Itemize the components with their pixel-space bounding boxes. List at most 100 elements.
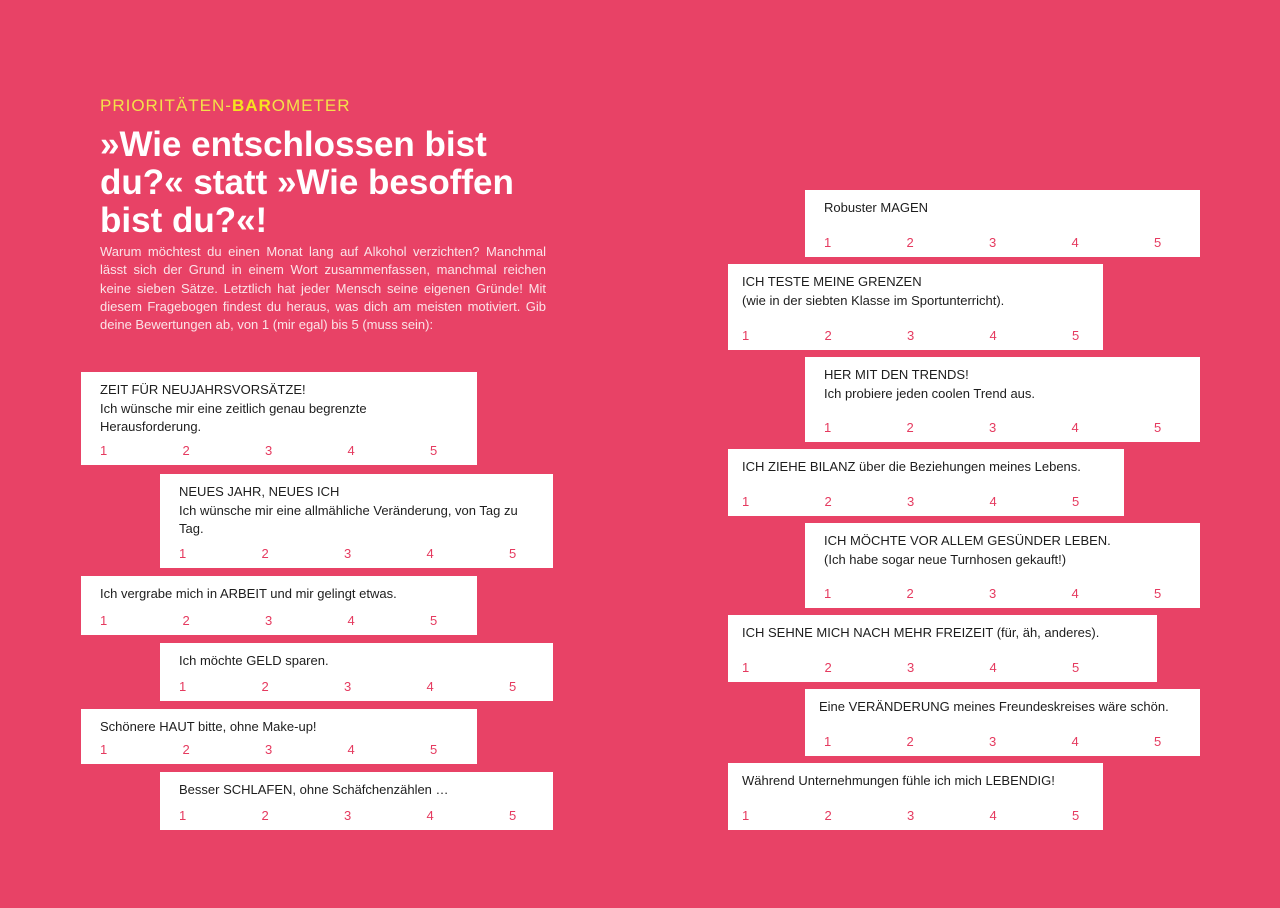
- rating-option[interactable]: 3: [989, 420, 997, 435]
- rating-card-neues-jahr: NEUES JAHR, NEUES ICH Ich wünsche mir ei…: [160, 474, 553, 568]
- rating-scale: 1 2 3 4 5: [179, 808, 592, 824]
- rating-option[interactable]: 2: [824, 660, 832, 675]
- rating-option[interactable]: 4: [989, 328, 997, 343]
- rating-option[interactable]: 1: [100, 443, 108, 458]
- rating-option[interactable]: 1: [742, 660, 750, 675]
- rating-option[interactable]: 2: [906, 586, 914, 601]
- rating-option[interactable]: 3: [989, 734, 997, 749]
- rating-option[interactable]: 1: [824, 235, 832, 250]
- rating-option[interactable]: 4: [426, 546, 434, 561]
- rating-card-grenzen: ICH TESTE MEINE GRENZEN (wie in der sieb…: [728, 264, 1103, 350]
- rating-scale: 1 2 3 4 5: [179, 546, 592, 562]
- rating-scale: 1 2 3 4 5: [824, 235, 1237, 251]
- rating-option[interactable]: 5: [509, 679, 517, 694]
- rating-scale: 1 2 3 4 5: [742, 808, 1155, 824]
- card-title: Besser SCHLAFEN, ohne Schäfchenzählen …: [179, 782, 449, 797]
- rating-option[interactable]: 3: [344, 808, 352, 823]
- rating-option[interactable]: 3: [989, 235, 997, 250]
- rating-option[interactable]: 3: [344, 679, 352, 694]
- rating-option[interactable]: 1: [742, 328, 750, 343]
- rating-option[interactable]: 3: [344, 546, 352, 561]
- rating-card-freundeskreis: Eine VERÄNDERUNG meines Freundeskreises …: [805, 689, 1200, 756]
- rating-option[interactable]: 2: [261, 808, 269, 823]
- rating-option[interactable]: 5: [1072, 660, 1080, 675]
- rating-option[interactable]: 4: [1071, 420, 1079, 435]
- card-subtitle: Ich wünsche mir eine zeitlich genau begr…: [100, 400, 367, 435]
- rating-option[interactable]: 5: [1154, 420, 1162, 435]
- card-title: Schönere HAUT bitte, ohne Make-up!: [100, 719, 317, 734]
- rating-option[interactable]: 1: [742, 808, 750, 823]
- rating-option[interactable]: 5: [430, 613, 438, 628]
- rating-option[interactable]: 5: [1154, 734, 1162, 749]
- rating-option[interactable]: 2: [182, 443, 190, 458]
- rating-option[interactable]: 2: [261, 546, 269, 561]
- rating-scale: 1 2 3 4 5: [100, 613, 513, 629]
- rating-option[interactable]: 1: [179, 546, 187, 561]
- rating-option[interactable]: 2: [182, 742, 190, 757]
- rating-option[interactable]: 4: [989, 660, 997, 675]
- rating-option[interactable]: 2: [906, 734, 914, 749]
- rating-option[interactable]: 4: [1071, 734, 1079, 749]
- rating-option[interactable]: 4: [347, 443, 355, 458]
- rating-option[interactable]: 5: [509, 546, 517, 561]
- rating-option[interactable]: 2: [906, 235, 914, 250]
- rating-option[interactable]: 5: [430, 742, 438, 757]
- rating-option[interactable]: 4: [426, 808, 434, 823]
- card-subtitle: (wie in der siebten Klasse im Sportunter…: [742, 292, 1005, 308]
- rating-option[interactable]: 1: [100, 742, 108, 757]
- rating-option[interactable]: 4: [347, 613, 355, 628]
- rating-option[interactable]: 5: [1154, 235, 1162, 250]
- rating-option[interactable]: 5: [1154, 586, 1162, 601]
- rating-scale: 1 2 3 4 5: [824, 586, 1237, 602]
- rating-option[interactable]: 3: [907, 808, 915, 823]
- rating-option[interactable]: 1: [742, 494, 750, 509]
- rating-option[interactable]: 3: [907, 328, 915, 343]
- rating-option[interactable]: 4: [347, 742, 355, 757]
- rating-option[interactable]: 5: [430, 443, 438, 458]
- rating-option[interactable]: 5: [1072, 328, 1080, 343]
- rating-option[interactable]: 3: [265, 613, 273, 628]
- rating-option[interactable]: 1: [179, 679, 187, 694]
- rating-card-haut: Schönere HAUT bitte, ohne Make-up! 1 2 3 4 5: [81, 709, 477, 764]
- rating-option[interactable]: 4: [989, 808, 997, 823]
- rating-option[interactable]: 4: [426, 679, 434, 694]
- rating-option[interactable]: 5: [1072, 808, 1080, 823]
- rating-option[interactable]: 1: [179, 808, 187, 823]
- intro-text: Warum möchtest du einen Monat lang auf A…: [100, 244, 546, 333]
- rating-scale: 1 2 3 4 5: [824, 420, 1237, 436]
- rating-option[interactable]: 3: [907, 660, 915, 675]
- rating-card-neujahrsvorsaetze: ZEIT FÜR NEUJAHRSVORSÄTZE! Ich wünsche m…: [81, 372, 477, 465]
- card-title: Während Unternehmungen fühle ich mich LE…: [742, 773, 1055, 788]
- page-title: »Wie entschlossen bist du?« statt »Wie b…: [100, 125, 514, 240]
- rating-option[interactable]: 2: [906, 420, 914, 435]
- rating-option[interactable]: 4: [1071, 586, 1079, 601]
- rating-card-magen: Robuster MAGEN 1 2 3 4 5: [805, 190, 1200, 257]
- card-title: Eine VERÄNDERUNG meines Freundeskreises …: [819, 699, 1169, 714]
- rating-option[interactable]: 4: [989, 494, 997, 509]
- rating-option[interactable]: 2: [824, 494, 832, 509]
- card-title: HER MIT DEN TRENDS!: [824, 367, 969, 382]
- rating-card-arbeit: Ich vergrabe mich in ARBEIT und mir geli…: [81, 576, 477, 635]
- rating-option[interactable]: 3: [265, 443, 273, 458]
- rating-option[interactable]: 1: [824, 586, 832, 601]
- rating-option[interactable]: 4: [1071, 235, 1079, 250]
- rating-option[interactable]: 2: [182, 613, 190, 628]
- card-title: ICH SEHNE MICH NACH MEHR FREIZEIT (für, …: [742, 625, 1100, 640]
- rating-option[interactable]: 3: [989, 586, 997, 601]
- rating-scale: 1 2 3 4 5: [742, 494, 1155, 510]
- rating-option[interactable]: 2: [261, 679, 269, 694]
- section-kicker: PRIORITÄTEN-BAROMETER: [100, 96, 351, 116]
- card-title: Robuster MAGEN: [824, 200, 929, 215]
- rating-option[interactable]: 3: [907, 494, 915, 509]
- rating-option[interactable]: 1: [824, 734, 832, 749]
- rating-card-trends: HER MIT DEN TRENDS! Ich probiere jeden c…: [805, 357, 1200, 442]
- rating-card-lebendig: Während Unternehmungen fühle ich mich LE…: [728, 763, 1103, 830]
- rating-option[interactable]: 5: [1072, 494, 1080, 509]
- rating-option[interactable]: 5: [509, 808, 517, 823]
- rating-option[interactable]: 1: [824, 420, 832, 435]
- rating-scale: 1 2 3 4 5: [742, 660, 1155, 676]
- rating-option[interactable]: 2: [824, 328, 832, 343]
- rating-option[interactable]: 2: [824, 808, 832, 823]
- rating-option[interactable]: 1: [100, 613, 108, 628]
- rating-option[interactable]: 3: [265, 742, 273, 757]
